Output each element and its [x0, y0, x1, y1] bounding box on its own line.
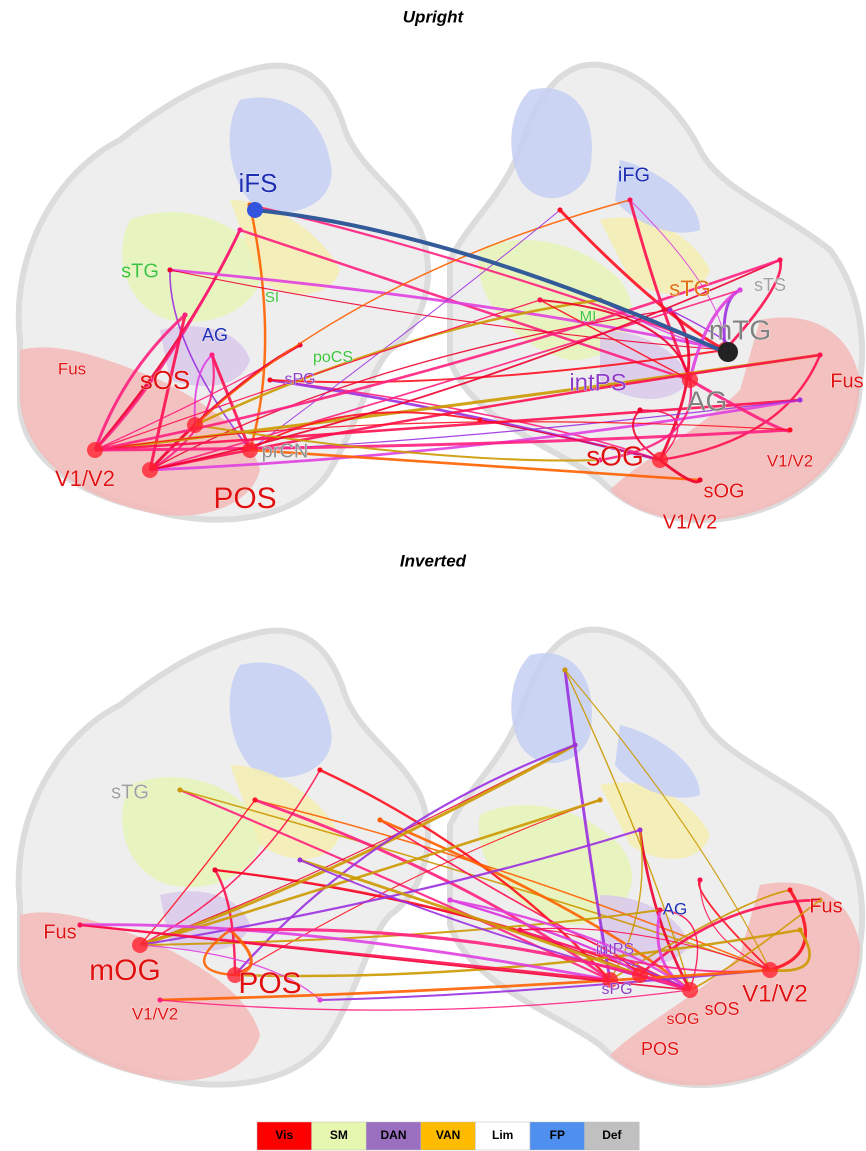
node [762, 962, 778, 978]
node [132, 937, 148, 953]
fiber-end [168, 268, 173, 273]
fiber-end [788, 428, 793, 433]
region-label: V1/V2 [132, 1004, 178, 1023]
region-label: iFG [618, 164, 650, 186]
fiber-end [238, 228, 243, 233]
legend-label: SM [330, 1128, 348, 1142]
fiber-end [563, 668, 568, 673]
fiber-end [573, 743, 578, 748]
region-label: Fus [58, 359, 86, 378]
panel-title: Upright [403, 7, 465, 26]
fiber-end [818, 353, 823, 358]
region-label: V1/V2 [55, 466, 115, 491]
fiber-end [448, 898, 453, 903]
fiber-end [538, 298, 543, 303]
fiber-end [378, 818, 383, 823]
region-label: AG [202, 325, 228, 345]
legend: Vis SM DAN VAN Lim FP Def [257, 1122, 639, 1150]
fiber-end [158, 998, 163, 1003]
region-label: V1/V2 [767, 451, 813, 470]
node [87, 442, 103, 458]
legend-label: Def [602, 1128, 622, 1142]
region-label: Fus [43, 921, 76, 943]
node [652, 452, 668, 468]
fiber-end [78, 923, 83, 928]
region-label: intPS [569, 369, 626, 396]
legend-label: FP [550, 1128, 565, 1142]
region-label: sTG [669, 276, 711, 301]
region-label: sOG [703, 480, 744, 502]
fiber-end [268, 378, 273, 383]
fiber-end [228, 928, 233, 933]
region-label: POS [213, 482, 276, 515]
region-label: sTS [754, 275, 786, 295]
legend-label: DAN [381, 1128, 407, 1142]
fiber-end [318, 768, 323, 773]
node [242, 442, 258, 458]
fiber-end [253, 798, 258, 803]
region-label: mOG [89, 954, 161, 987]
fiber-end [598, 798, 603, 803]
region-label: MI [580, 308, 597, 325]
fiber-end [698, 878, 703, 883]
node [247, 202, 263, 218]
fiber-end [738, 288, 743, 293]
fiber-end [318, 998, 323, 1003]
region-label: poCS [313, 349, 353, 366]
region-label: sTG [121, 260, 159, 282]
node [682, 982, 698, 998]
region-label: POS [238, 967, 301, 1000]
node [142, 462, 158, 478]
region-label: SI [265, 289, 279, 306]
fiber-end [298, 858, 303, 863]
region-label: Fus [809, 895, 842, 917]
region-label: prCN [262, 440, 309, 462]
fiber-end [518, 928, 523, 933]
region-label: sOG [667, 1011, 700, 1028]
region-label: sTG [111, 781, 149, 803]
fiber-end [638, 408, 643, 413]
fiber-end [698, 478, 703, 483]
region-label: mTG [709, 314, 771, 345]
figure-svg: iFS iFG sTG SI AG poCS sPG Fus sOS prCN V1/V2 POS sT… [0, 0, 866, 1151]
panel-title: Inverted [400, 551, 467, 570]
fiber-end [788, 888, 793, 893]
region-label: AG [663, 899, 688, 918]
region-label: iFS [239, 168, 278, 198]
region-label: sOS [140, 365, 191, 395]
node [632, 967, 648, 983]
fiber-end [183, 313, 188, 318]
fiber-end [798, 928, 803, 933]
region-label: AG [687, 385, 727, 416]
figure: iFS iFG sTG SI AG poCS sPG Fus sOS prCN V1/V2 POS sT… [0, 0, 866, 1151]
region-label: V1/V2 [663, 511, 717, 533]
region-label: sOG [586, 440, 644, 471]
region-label: Fus [830, 370, 863, 392]
legend-label: VAN [436, 1128, 460, 1142]
region-label: V1/V2 [742, 980, 807, 1007]
fiber-end [798, 398, 803, 403]
legend-label: Lim [492, 1128, 513, 1142]
region-label: sOS [704, 999, 739, 1019]
fiber-end [558, 208, 563, 213]
fiber-end [478, 418, 483, 423]
fiber-end [210, 353, 215, 358]
region-label: intPS [596, 941, 634, 958]
fiber-end [638, 828, 643, 833]
fiber-end [628, 198, 633, 203]
node [187, 417, 203, 433]
legend-label: Vis [275, 1128, 293, 1142]
fiber-end [778, 258, 783, 263]
region-label: sPG [284, 371, 315, 388]
fiber-end [213, 868, 218, 873]
region-label: POS [641, 1039, 679, 1059]
fiber-end [178, 788, 183, 793]
region-label: sPG [601, 981, 632, 998]
